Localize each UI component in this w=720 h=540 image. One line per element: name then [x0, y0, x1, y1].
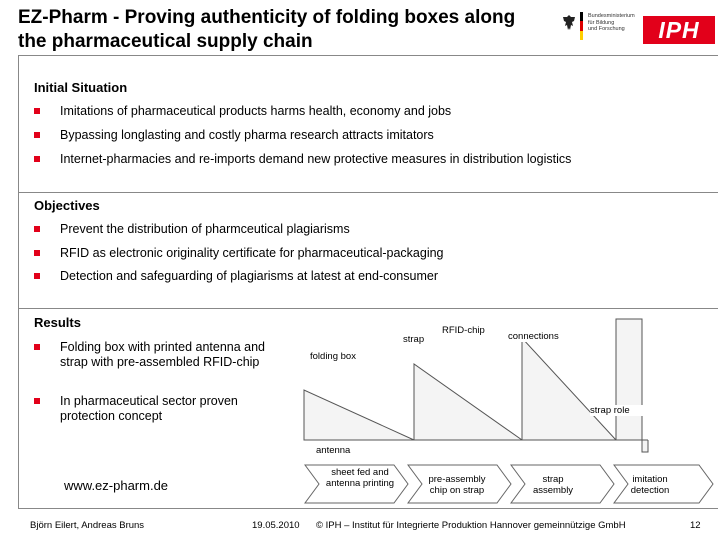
page-title: EZ-Pharm - Proving authenticity of foldi…	[18, 6, 558, 54]
chevron-step-3	[510, 464, 615, 504]
folding-box-label: folding box	[310, 351, 356, 362]
strap-role-label: strap role	[590, 405, 658, 416]
bmbf-logo-text: Bundesministerium für Bildung und Forsch…	[588, 13, 635, 33]
connections-label: connections	[508, 331, 559, 342]
page-number: 12	[690, 520, 701, 531]
bullet-square-icon	[34, 226, 40, 232]
bullet-square-icon	[34, 156, 40, 162]
chevron-step-1	[304, 464, 409, 504]
eagle-icon	[563, 15, 575, 30]
bmbf-logo: Bundesministerium für Bildung und Forsch…	[562, 12, 635, 42]
footer-institute: © IPH – Institut für Integrierte Produkt…	[316, 520, 626, 531]
strap-label: strap	[403, 334, 425, 345]
rfid-chip-label: RFID-chip	[442, 325, 485, 336]
german-flag-icon	[580, 12, 583, 40]
bmbf-line-3: und Forschung	[588, 26, 625, 32]
folding-box-sawtooth-2	[413, 363, 524, 441]
initial-heading: Initial Situation	[34, 80, 128, 95]
section-divider-1	[18, 192, 718, 193]
bullet-square-icon	[34, 250, 40, 256]
header-divider	[18, 55, 718, 56]
bullet-square-icon	[34, 344, 40, 350]
folding-box-sawtooth-3	[521, 336, 618, 441]
bmbf-line-2: für Bildung	[588, 19, 615, 26]
step-3-text: strap assembly	[532, 474, 574, 496]
title-line-2: the pharmaceutical supply chain	[18, 31, 313, 52]
antenna-label: antenna	[316, 445, 356, 456]
footer-date: 19.05.2010	[252, 520, 300, 531]
footer-authors: Björn Eilert, Andreas Bruns	[30, 520, 145, 531]
bullet-square-icon	[34, 108, 40, 114]
step-2-text: pre-assembly chip on strap	[428, 474, 486, 496]
chevron-step-4	[613, 464, 714, 504]
bmbf-line-1: Bundesministerium	[588, 13, 635, 19]
left-frame-line	[18, 56, 19, 508]
folding-box-sawtooth-1	[303, 389, 415, 441]
project-url[interactable]: www.ez-pharm.de	[64, 478, 169, 493]
bullet-square-icon	[34, 132, 40, 138]
title-line-1: EZ-Pharm - Proving authenticity of foldi…	[18, 7, 516, 28]
step-4-text: imitation detection	[630, 474, 670, 496]
results-heading: Results	[34, 315, 81, 330]
chevron-step-2	[407, 464, 512, 504]
bullet-square-icon	[34, 273, 40, 279]
strap-roll-column	[615, 318, 649, 453]
iph-logo: IPH	[643, 16, 715, 44]
objectives-heading: Objectives	[34, 198, 100, 213]
footer-divider	[18, 508, 718, 509]
step-1-text: sheet fed and antenna printing	[325, 467, 395, 489]
process-chevrons	[304, 464, 714, 504]
bullet-square-icon	[34, 398, 40, 404]
section-divider-2	[18, 308, 718, 309]
